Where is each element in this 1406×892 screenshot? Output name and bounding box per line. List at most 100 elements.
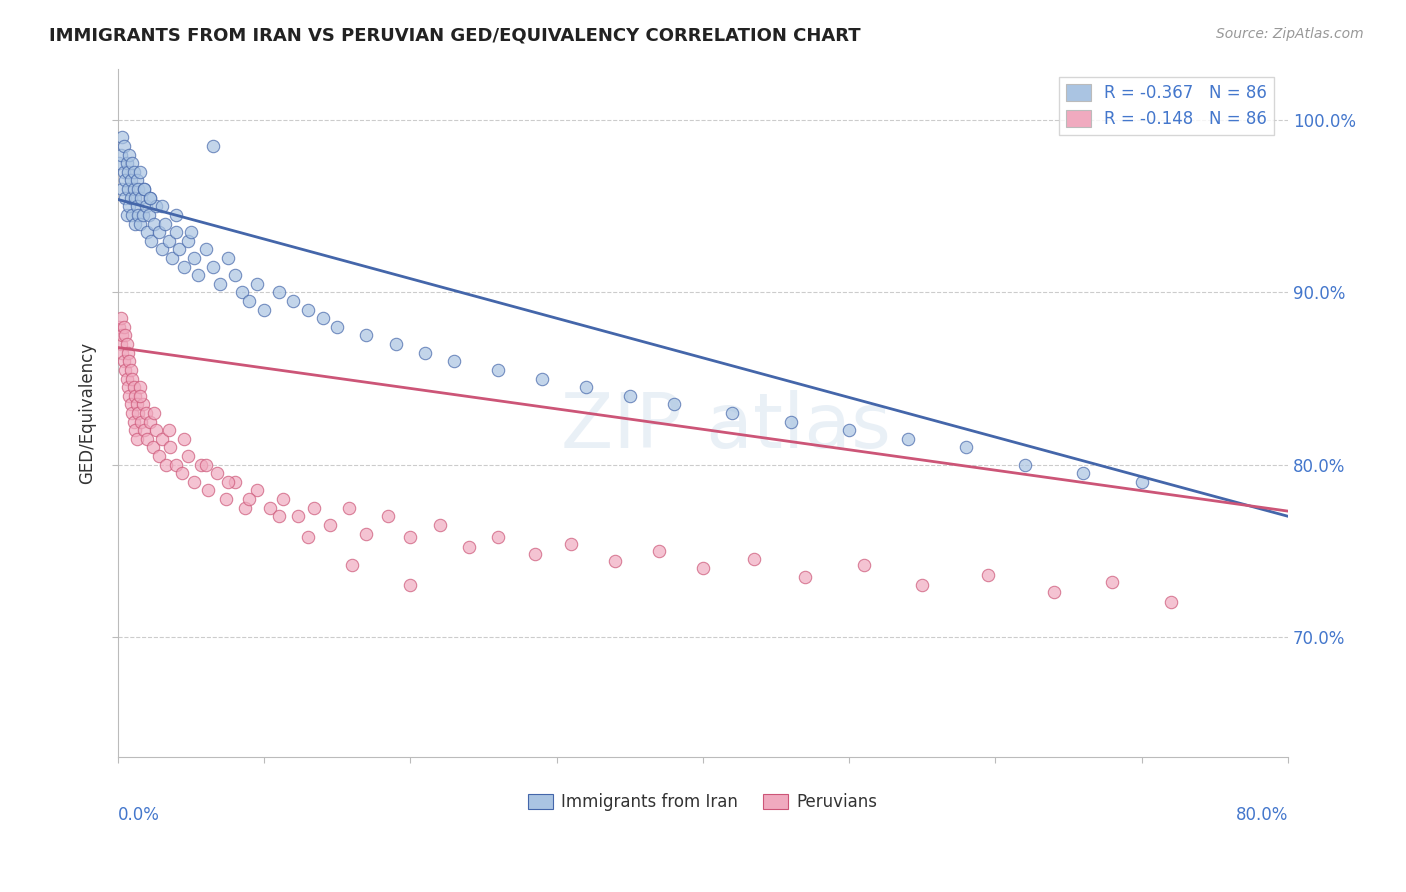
Point [115,371,138,385]
Point [111,182,134,196]
Point [311,311,333,326]
Point [112,319,135,334]
Point [112,354,135,368]
Point [201,139,224,153]
Point [122,165,145,179]
Point [852,558,875,572]
Point [977,567,1000,582]
Point [142,441,165,455]
Point [302,500,325,515]
Point [173,260,195,274]
Point [742,552,765,566]
Point [121,208,143,222]
Point [112,139,135,153]
Point [112,165,135,179]
Point [122,415,145,429]
Point [246,483,269,498]
Point [194,458,217,472]
Point [128,165,150,179]
Point [115,337,138,351]
Point [117,182,139,196]
Point [134,423,156,437]
Point [127,406,149,420]
Point [118,199,141,213]
Point [157,234,180,248]
Point [150,243,173,257]
Point [457,541,479,555]
Point [157,423,180,437]
Point [224,475,246,489]
Point [150,432,173,446]
Text: 0.0%: 0.0% [118,805,160,823]
Point [201,260,224,274]
Point [183,475,205,489]
Point [120,397,142,411]
Point [356,328,378,343]
Point [721,406,744,420]
Point [145,423,167,437]
Point [271,491,294,506]
Point [326,319,349,334]
Point [141,234,163,248]
Point [259,500,281,515]
Point [155,458,177,472]
Text: Source: ZipAtlas.com: Source: ZipAtlas.com [1216,27,1364,41]
Point [246,277,269,291]
Point [297,302,319,317]
Point [619,389,641,403]
Point [224,268,246,283]
Point [150,199,173,213]
Point [121,156,143,170]
Point [124,423,146,437]
Point [114,191,136,205]
Point [384,337,406,351]
Point [207,467,229,481]
Point [897,432,920,446]
Point [108,156,131,170]
Point [486,530,509,544]
Point [148,225,170,239]
Point [120,173,142,187]
Point [145,199,167,213]
Point [122,182,145,196]
Point [114,363,136,377]
Point [139,415,162,429]
Point [911,578,934,592]
Point [138,208,160,222]
Point [231,285,253,300]
Point [779,415,801,429]
Point [253,302,276,317]
Point [131,208,153,222]
Point [605,554,627,568]
Point [377,509,399,524]
Point [124,191,146,205]
Point [143,217,166,231]
Point [560,537,582,551]
Point [794,569,817,583]
Point [135,406,157,420]
Point [1071,467,1094,481]
Point [238,293,260,308]
Legend: R = -0.367   N = 86, R = -0.148   N = 86: R = -0.367 N = 86, R = -0.148 N = 86 [1059,77,1274,135]
Point [117,165,139,179]
Point [115,208,138,222]
Point [110,147,132,161]
Point [165,208,187,222]
Point [127,208,149,222]
Point [167,243,190,257]
Point [121,371,143,385]
Point [118,354,141,368]
Point [118,389,141,403]
Point [120,191,142,205]
Point [118,147,141,161]
Point [114,173,136,187]
Point [128,389,150,403]
Point [340,558,363,572]
Point [267,285,290,300]
Point [443,354,465,368]
Point [177,449,200,463]
Point [128,217,150,231]
Point [173,432,195,446]
Point [111,328,134,343]
Point [530,371,553,385]
